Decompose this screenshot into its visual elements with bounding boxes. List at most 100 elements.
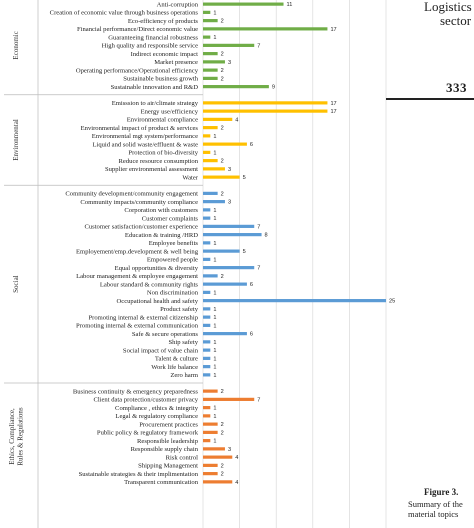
category-label: Employee benefits (149, 240, 199, 247)
category-label: Ship safety (169, 339, 199, 346)
side-heading-line1: Logistics (424, 0, 472, 14)
category-label: Compliance , ethics & integrity (115, 405, 199, 412)
bar-sustainable-strategies-their-implimentation (203, 472, 218, 476)
data-label: 6 (250, 332, 253, 338)
category-label: Legal & regulatory compliance (115, 413, 198, 420)
bar-labour-standard-community-rights (203, 282, 247, 286)
bar-employee-benefits (203, 241, 211, 245)
data-label: 2 (221, 389, 224, 395)
data-label: 2 (221, 159, 224, 165)
category-label: Environmental mgt system/performance (92, 133, 198, 140)
group-label: Ethics, Compliance,Rules & Regulations (8, 407, 25, 466)
bar-labour-management-employee-engagement (203, 274, 218, 278)
bar-zero-harm (203, 373, 211, 377)
bar-market-presence (203, 60, 225, 64)
bar-creation-of-economic-value-through-business-operations (203, 10, 211, 14)
data-label: 2 (221, 422, 224, 428)
data-label: 1 (213, 134, 216, 140)
bar-social-impact-of-value-chain (203, 348, 211, 352)
data-label: 2 (221, 430, 224, 436)
data-label: 1 (213, 340, 216, 346)
bar-protection-of-bio-diversity (203, 150, 211, 154)
bar-emisssion-to-air-climate-strategy (203, 101, 328, 105)
data-label: 1 (213, 439, 216, 445)
bar-compliance-ethics-integrity (203, 406, 211, 410)
bar-operating-performance-operational-efficiency (203, 68, 218, 72)
category-label: Public policy & regulatory framework (97, 430, 199, 437)
data-label: 7 (257, 266, 260, 272)
data-label: 1 (213, 348, 216, 354)
category-label: Customer complaints (142, 215, 199, 222)
data-label: 1 (213, 150, 216, 156)
category-label: Responsible leadership (137, 438, 199, 445)
bar-transparent-communication (203, 480, 233, 484)
category-label: Shipping Management (138, 463, 198, 470)
data-label: 8 (265, 233, 268, 239)
group-label-line: Social (12, 275, 20, 293)
page-number: 333 (446, 80, 467, 95)
side-divider-rule (386, 98, 474, 100)
data-label: 5 (243, 175, 246, 181)
bar-anti-corruption (203, 2, 284, 6)
category-label: Financial performance/Direct economic va… (77, 26, 198, 33)
bar-occupational-health-and-safety (203, 299, 386, 303)
category-label: Responsible supply chain (131, 446, 199, 453)
bar-legal-regulatory-compliance (203, 414, 211, 418)
bar-eco-efficiency-of-products (203, 19, 218, 23)
category-label: Promoting internal & external communicat… (76, 323, 199, 330)
bar-procurement-practices (203, 422, 218, 426)
category-label: Creation of economic value through busin… (50, 10, 199, 17)
bar-water (203, 175, 240, 179)
category-label: Eco-efficiency of products (128, 18, 199, 25)
category-label: Product safety (160, 306, 199, 313)
data-label: 2 (221, 472, 224, 478)
group-label-line: Environmental (12, 119, 20, 161)
bar-environmental-impact-of-product-services (203, 126, 218, 130)
data-label: 17 (330, 109, 336, 115)
data-label: 1 (213, 323, 216, 329)
data-label: 2 (221, 68, 224, 74)
data-label: 1 (213, 35, 216, 41)
category-label: Environmental compliance (127, 117, 198, 124)
category-label: Non discrimination (147, 290, 199, 297)
category-label: Protection of bio-diversity (128, 150, 198, 157)
category-label: Guaranteeing financial robustness (108, 34, 198, 41)
data-label: 3 (228, 200, 231, 206)
figure-caption-line2: material topics (408, 509, 459, 519)
category-label: Environmental impact of product & servic… (81, 125, 199, 132)
data-label: 7 (257, 43, 260, 49)
bar-risk-control (203, 455, 233, 459)
data-label: 1 (213, 307, 216, 313)
bar-promoting-internal-external-communication (203, 323, 211, 327)
bar-employement-emp-development-well-being (203, 249, 240, 253)
category-label: Water (182, 174, 198, 181)
data-label: 1 (213, 373, 216, 379)
data-label: 2 (221, 52, 224, 58)
data-label: 2 (221, 126, 224, 132)
data-label: 1 (213, 257, 216, 263)
group-label: Environmental (12, 119, 20, 161)
category-label: Zero harm (170, 372, 199, 379)
category-label: Talent & culture (155, 356, 198, 363)
group-label: Economic (12, 31, 20, 59)
data-label: 1 (213, 414, 216, 420)
bar-shipping-management (203, 463, 218, 467)
data-label: 4 (235, 480, 238, 486)
group-label-line: Economic (12, 31, 20, 59)
data-label: 2 (221, 76, 224, 82)
bar-promoting-internal-external-citizenship (203, 315, 211, 319)
category-label: Energy use/efficiency (141, 108, 199, 115)
bar-sustainable-innovation-and-r-d (203, 85, 269, 89)
bar-customer-satisfaction-customer-experience (203, 224, 255, 228)
bar-financial-performance-direct-economic-value (203, 27, 328, 31)
category-label: Indirect economic impact (131, 51, 199, 58)
data-label: 7 (257, 397, 260, 403)
data-label: 17 (330, 101, 336, 107)
bar-product-safety (203, 307, 211, 311)
data-label: 3 (228, 60, 231, 66)
data-label: 2 (221, 191, 224, 197)
category-label: Occupational health and safety (117, 298, 199, 305)
bar-ship-safety (203, 340, 211, 344)
bar-indirect-economic-impact (203, 52, 218, 56)
